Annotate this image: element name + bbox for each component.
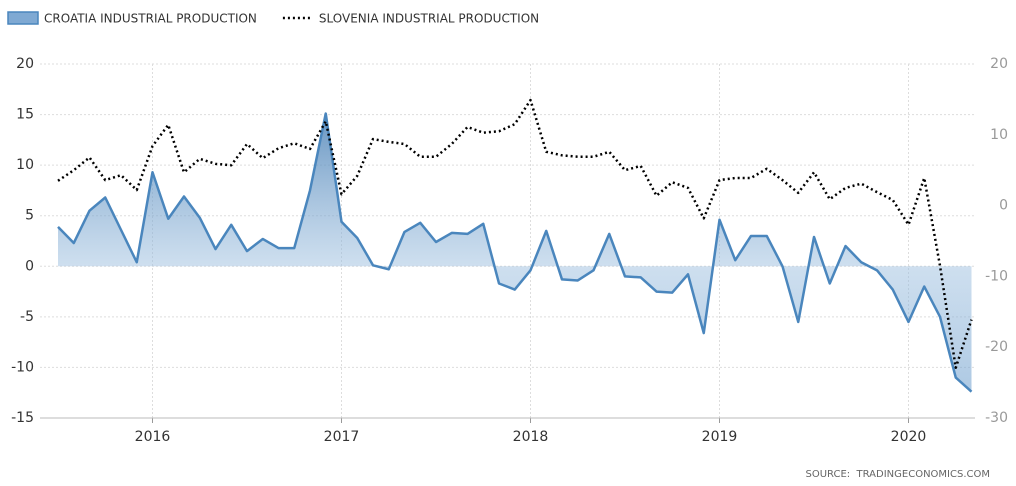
y-tick-label: -5 [20, 309, 34, 325]
y2-tick-label: 20 [990, 56, 1008, 72]
y2-tick-label: -10 [985, 268, 1008, 284]
x-tick-label: 2020 [891, 429, 927, 445]
y-tick-label: -15 [11, 410, 34, 426]
y2-tick-label: 0 [999, 198, 1008, 214]
y-tick-label: -10 [11, 359, 34, 375]
legend-swatch [7, 11, 39, 25]
x-tick-label: 2018 [513, 429, 549, 445]
legend-label: CROATIA INDUSTRIAL PRODUCTION [44, 12, 257, 26]
y2-tick-label: 10 [990, 127, 1008, 143]
x-tick-label: 2016 [135, 429, 171, 445]
source: SOURCE: TRADINGECONOMICS.COM [806, 469, 990, 480]
series-line [57, 112, 973, 393]
x-tick-label: 2017 [324, 429, 360, 445]
x-tick-label: 2019 [702, 429, 738, 445]
y-tick-label: 5 [25, 208, 34, 224]
y-tick-label: 15 [16, 107, 34, 123]
y2-tick-label: -20 [985, 339, 1008, 355]
y-tick-label: 20 [16, 56, 34, 72]
area [58, 113, 972, 392]
y-tick-label: 0 [25, 258, 34, 274]
y2-tick-label: -30 [985, 410, 1008, 426]
y-tick-label: 10 [16, 157, 34, 173]
legend-label: SLOVENIA INDUSTRIAL PRODUCTION [319, 12, 539, 26]
